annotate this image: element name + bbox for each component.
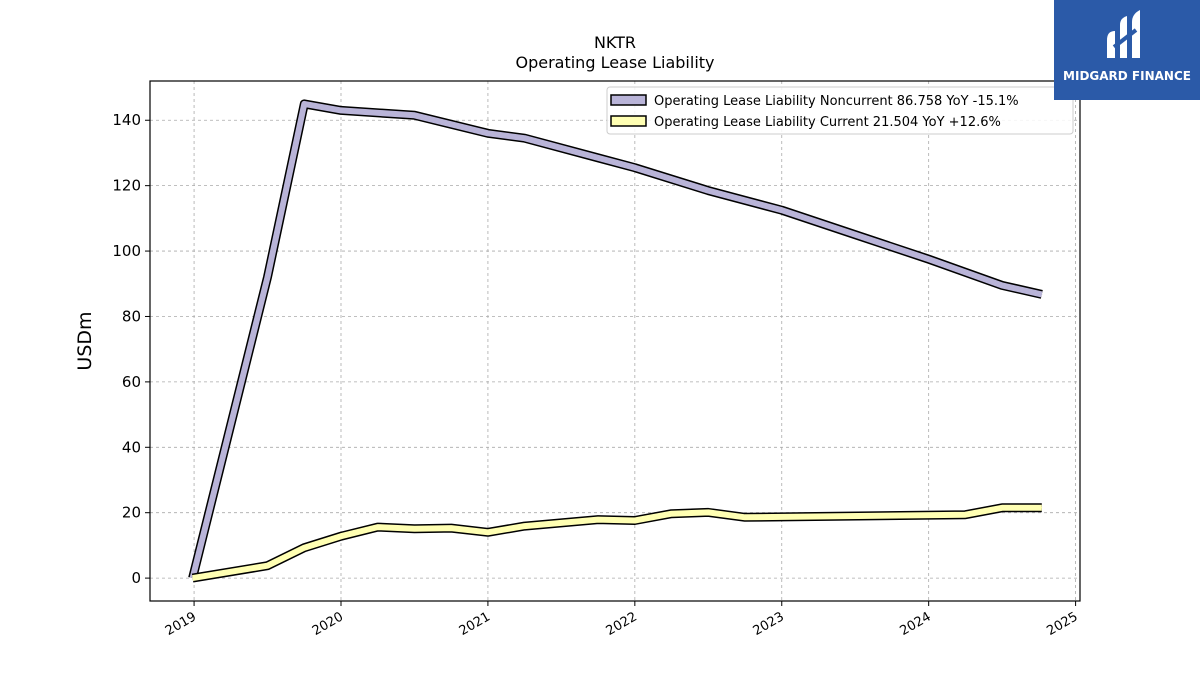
chart-subtitle: Operating Lease Liability <box>515 53 714 72</box>
series-line-0 <box>189 100 1043 579</box>
series-0-point <box>340 109 342 111</box>
y-tick-label: 0 <box>131 569 141 587</box>
series-1-point <box>671 513 673 515</box>
series-1-point <box>450 527 452 529</box>
series-0-point <box>487 132 489 134</box>
x-tick-label: 2021 <box>457 609 493 639</box>
series-0-point <box>854 234 856 236</box>
x-tick-label: 2019 <box>163 609 199 639</box>
series-0-point <box>707 190 709 192</box>
series-1-point <box>1001 507 1003 509</box>
y-tick-label: 100 <box>112 242 141 260</box>
legend-box <box>606 86 1074 135</box>
y-tick-label: 140 <box>112 111 141 129</box>
y-tick-label: 20 <box>122 504 141 522</box>
series-layer <box>188 99 1043 583</box>
legend-label-noncurrent: Operating Lease Liability Noncurrent 86.… <box>654 94 1019 109</box>
y-tick-label: 120 <box>112 177 141 195</box>
logo-mark-icon <box>1107 10 1140 58</box>
series-1-point <box>267 565 269 567</box>
legend-swatch-noncurrent <box>610 94 647 106</box>
series-0-point <box>781 209 783 211</box>
series-1-point <box>413 528 415 530</box>
logo-text: MIDGARD FINANCE <box>1063 69 1191 83</box>
series-0-point <box>524 137 526 139</box>
x-tick-label: 2020 <box>310 609 346 639</box>
series-0-point <box>1001 284 1003 286</box>
series-1-point <box>707 511 709 513</box>
series-1-point <box>597 519 599 521</box>
series-1-point <box>340 535 342 537</box>
series-0-point <box>928 258 930 260</box>
series-outline-0 <box>188 99 1043 580</box>
y-tick-label: 60 <box>122 373 141 391</box>
series-1-point <box>524 525 526 527</box>
chart-title: NKTR <box>594 33 636 52</box>
x-tick-label: 2025 <box>1044 609 1080 639</box>
series-1-point <box>192 577 194 579</box>
series-1-point <box>964 514 966 516</box>
y-tick-label: 80 <box>122 307 141 325</box>
midgard-finance-logo: MIDGARD FINANCE <box>1054 0 1200 100</box>
legend-swatch-current <box>610 115 647 127</box>
y-tick-label: 40 <box>122 438 141 456</box>
series-0-point <box>303 103 305 105</box>
series-0-point <box>267 276 269 278</box>
series-1-point <box>634 520 636 522</box>
y-axis-label: USDm <box>74 311 96 370</box>
x-tick-label: 2023 <box>751 609 787 639</box>
series-1-point <box>1041 507 1043 509</box>
series-0-point <box>597 157 599 159</box>
series-0-point <box>1041 293 1043 295</box>
plot-frame <box>149 80 1081 602</box>
legend-label-current: Operating Lease Liability Current 21.504… <box>654 115 1001 130</box>
series-0-point <box>413 114 415 116</box>
x-tick-label: 2024 <box>898 609 934 639</box>
series-1-point <box>303 547 305 549</box>
axis-ticks: 0 20 40 60 80 100 120 140 2019 2020 2021 2022 2023 20… <box>112 111 1080 639</box>
x-tick-label: 2022 <box>604 609 640 639</box>
legend: Operating Lease Liability Noncurrent 86.… <box>606 86 1074 135</box>
series-1-point <box>744 516 746 518</box>
series-1-point <box>487 531 489 533</box>
series-0-point <box>634 167 636 169</box>
series-1-point <box>377 526 379 528</box>
